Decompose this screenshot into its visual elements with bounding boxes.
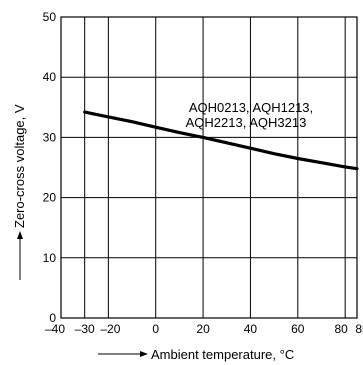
y-axis-label-arrowhead xyxy=(17,231,23,239)
series-line xyxy=(83,110,359,171)
x-tick-label-7: 80 xyxy=(334,322,348,336)
y-tick-label-2: 20 xyxy=(43,191,57,205)
x-tick-label-8: 85 xyxy=(355,322,363,336)
x-tick-label-6: 60 xyxy=(291,322,305,336)
x-tick-labels: –40 –30 –20 0 20 40 60 80 85 xyxy=(45,322,363,336)
x-tick-label-3: 0 xyxy=(152,322,159,336)
x-axis-label: Ambient temperature, °C xyxy=(151,347,294,362)
curve-annotation-line-1: AQH0213, AQH1213, xyxy=(189,100,313,115)
x-axis-label-arrowhead xyxy=(140,351,148,357)
y-tick-label-5: 50 xyxy=(43,10,57,24)
x-tick-label-0: –40 xyxy=(45,322,65,336)
plot-frame xyxy=(60,16,358,319)
y-tick-label-0: 0 xyxy=(49,311,56,325)
x-tick-label-4: 20 xyxy=(196,322,210,336)
y-tick-labels: 0 10 20 30 40 50 xyxy=(43,10,57,325)
x-tick-label-2: –20 xyxy=(100,322,120,336)
x-tick-label-1: –30 xyxy=(75,322,95,336)
y-tick-label-4: 40 xyxy=(43,70,57,84)
x-axis-label-group: Ambient temperature, °C xyxy=(98,347,294,362)
curve-annotation-line-2: AQH2213, AQH3213 xyxy=(186,115,307,130)
x-tick-label-5: 40 xyxy=(244,322,258,336)
grid xyxy=(61,17,357,318)
y-axis-label: Zero-cross voltage, V xyxy=(12,104,27,228)
y-tick-label-3: 30 xyxy=(43,130,57,144)
y-tick-label-1: 10 xyxy=(43,251,57,265)
y-axis-label-group: Zero-cross voltage, V xyxy=(12,104,27,280)
